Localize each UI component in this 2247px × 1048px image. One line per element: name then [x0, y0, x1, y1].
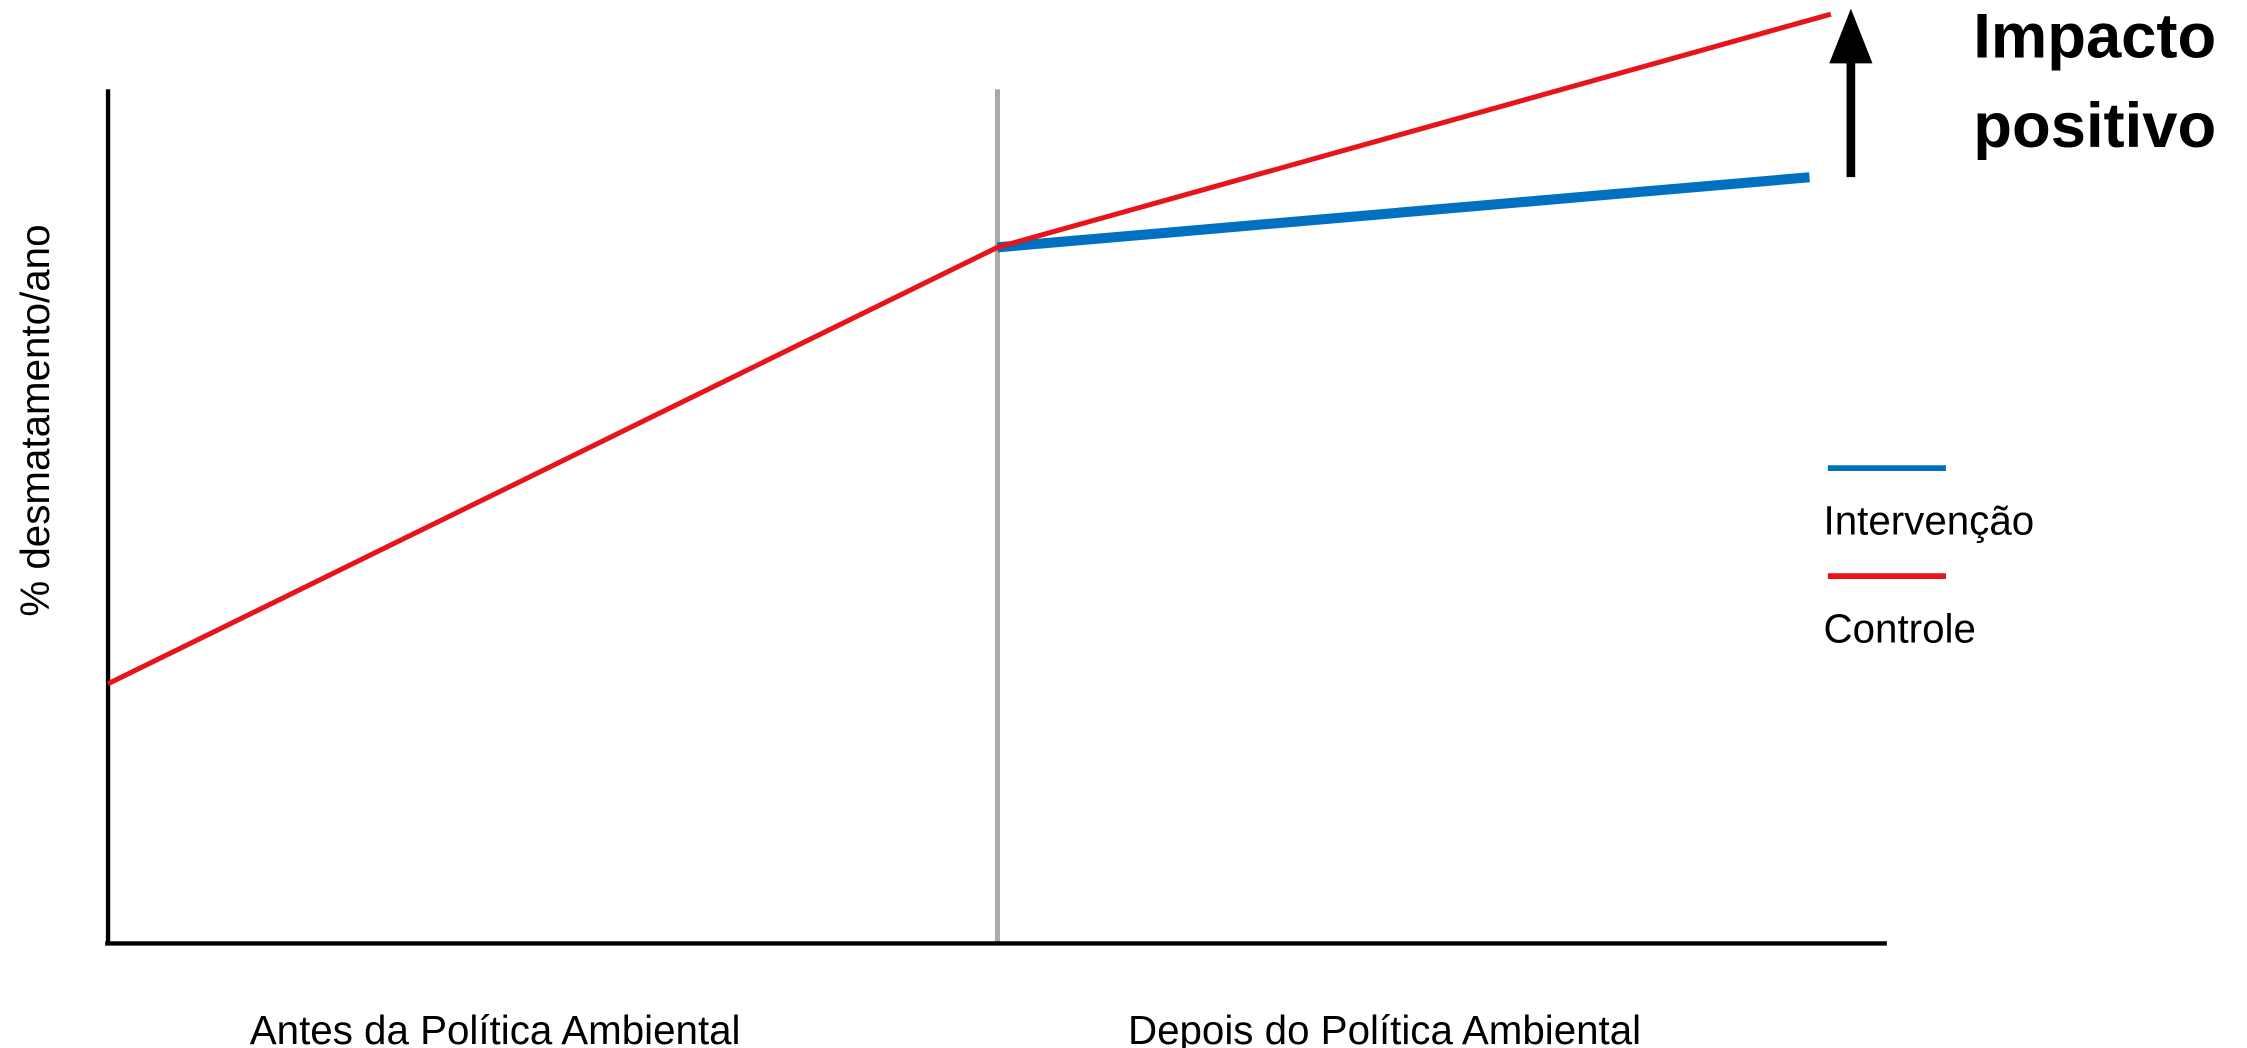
annotation: positivo	[1973, 91, 2216, 161]
legend-label: Intervenção	[1824, 497, 2035, 543]
line	[997, 172, 1810, 253]
annotation: Impacto	[1973, 2, 2216, 72]
period-label: Antes da Política Ambiental	[250, 1007, 741, 1048]
impact-arrow-head	[1829, 8, 1873, 64]
period-label: Depois do Política Ambiental	[1128, 1007, 1641, 1048]
y-axis-label: % desmatamento/ano	[12, 224, 58, 616]
legend-label: Controle	[1824, 605, 1976, 651]
line	[106, 11, 1832, 687]
